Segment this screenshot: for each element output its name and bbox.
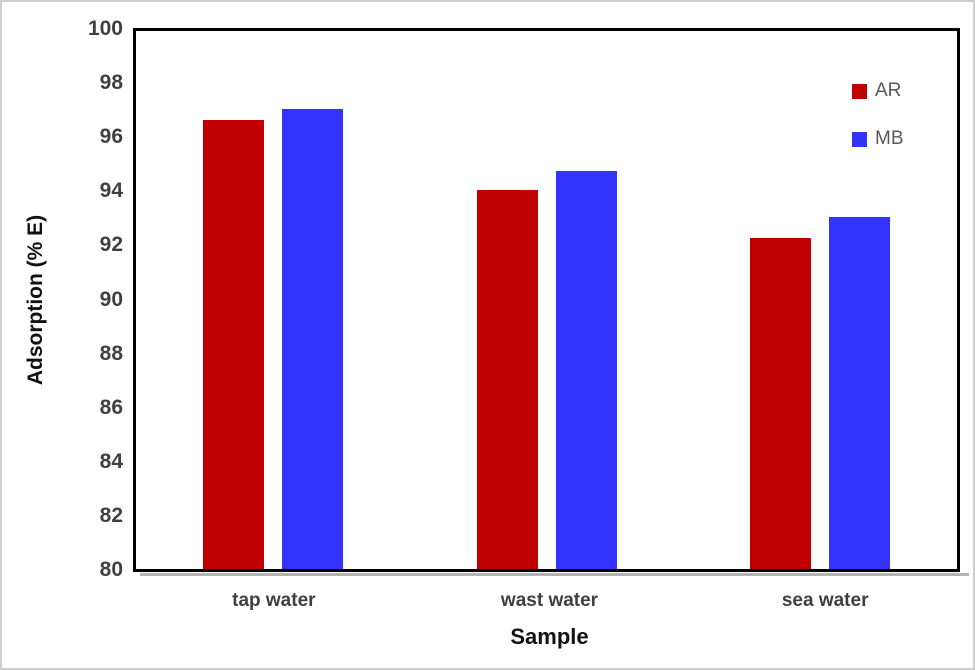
y-tick-label: 86 [99,395,123,419]
bar-group-sea-water [683,31,957,569]
plot-area: AR MB [133,28,969,576]
x-axis-title: Sample [510,624,589,649]
legend-label-mb: MB [875,128,904,149]
y-tick-label: 98 [99,71,123,95]
legend-entry-ar: AR [852,80,904,102]
legend-swatch-mb-icon [852,131,867,147]
legend: AR MB [852,80,904,150]
x-axis-category-labels: tap water wast water sea water [136,590,963,612]
bar-mb-tap-water [281,109,343,569]
x-category-label: wast water [500,590,599,611]
y-tick-label: 90 [99,287,123,311]
bar-ar-tap-water [202,119,264,569]
x-category-label: sea water [781,590,869,611]
bar-group-tap-water [136,31,410,569]
y-tick-label: 92 [99,233,123,257]
y-tick-label: 94 [99,179,123,203]
legend-label-ar: AR [875,80,902,101]
y-tick-label: 96 [99,125,123,149]
bar-ar-wast-water [476,189,538,569]
y-tick-label: 80 [99,558,123,581]
y-tick-label: 84 [99,449,123,473]
bar-group-wast-water [410,31,684,569]
y-tick-label: 82 [99,503,123,527]
y-tick-label: 88 [99,341,123,365]
bar-mb-sea-water [829,216,891,569]
bar-ar-sea-water [750,238,812,569]
y-axis-ticks: 100 98 96 94 92 90 88 86 84 82 80 [2,17,123,581]
legend-entry-mb: MB [852,128,904,150]
y-tick-label: 100 [87,17,123,40]
x-category-label: tap water [232,590,316,611]
bar-mb-wast-water [555,170,617,569]
plot-bars [136,31,957,569]
legend-swatch-ar-icon [852,83,867,99]
